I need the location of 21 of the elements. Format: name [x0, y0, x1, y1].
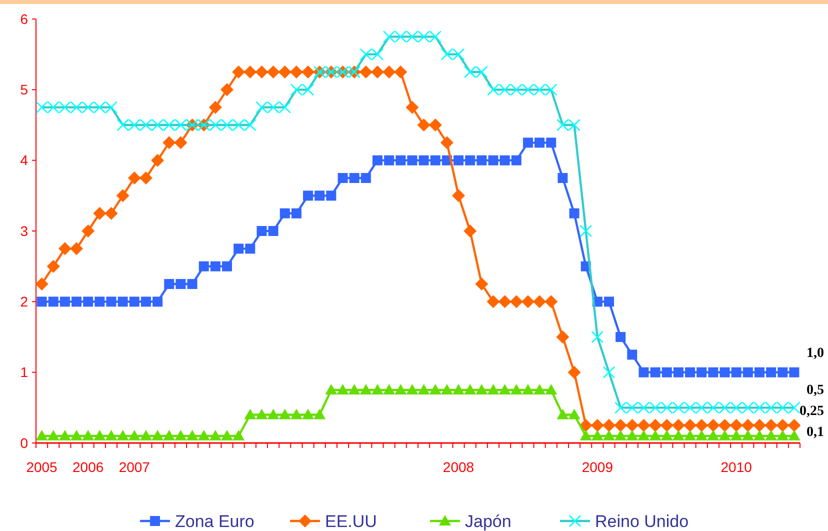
- x-tick-label: 2008: [442, 459, 474, 475]
- y-tick-label: 2: [20, 294, 28, 310]
- y-tick-label: 5: [20, 82, 28, 98]
- x-tick-label: 2006: [72, 459, 104, 475]
- y-tick-label: 3: [20, 222, 28, 239]
- legend-label: EE.UU: [325, 512, 377, 531]
- legend-label: Zona Euro: [175, 512, 254, 531]
- y-tick-label: 1: [20, 364, 28, 380]
- x-tick-label: 2009: [582, 459, 614, 475]
- y-tick-label: 4: [20, 152, 28, 168]
- x-tick-label: 2007: [118, 459, 150, 475]
- annotation: 0,25: [800, 404, 824, 419]
- text: 0,1: [806, 425, 824, 440]
- text: 1,0: [806, 346, 824, 361]
- legend-label: Japón: [465, 512, 512, 531]
- y-tick-label: 6: [20, 10, 28, 27]
- x-tick-label: 2005: [26, 459, 58, 475]
- x-tick-label: 2010: [720, 459, 752, 475]
- legend-label: Reino Unido: [595, 512, 689, 531]
- text: 0,5: [806, 383, 824, 398]
- y-tick-label: 0: [20, 434, 28, 451]
